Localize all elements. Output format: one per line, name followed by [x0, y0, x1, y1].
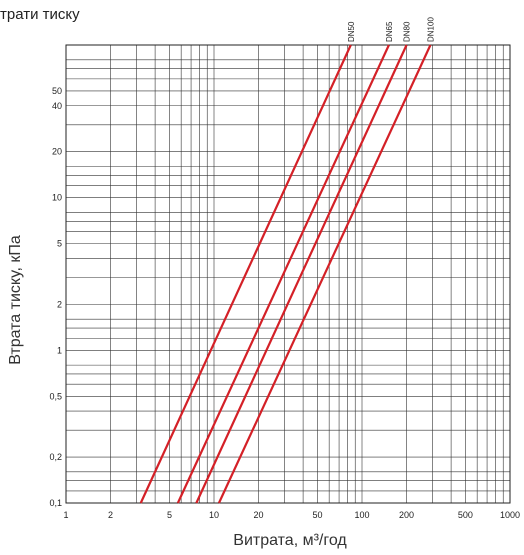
- y-tick-label: 20: [52, 147, 62, 157]
- series-line-dn80: [195, 44, 408, 504]
- series-lines: [139, 44, 432, 504]
- y-tick-label: 1: [57, 345, 62, 355]
- x-axis-title: Витрата, м³/год: [233, 532, 347, 549]
- y-tick-label: 0,2: [49, 452, 62, 462]
- series-label-dn100: DN100: [426, 17, 435, 42]
- series-line-dn65: [176, 44, 390, 504]
- series-line-dn50: [139, 44, 352, 504]
- series-labels: DN50 DN65 DN80 DN100: [347, 17, 436, 42]
- x-tick-label: 1000: [500, 510, 520, 520]
- y-tick-label: 5: [57, 239, 62, 249]
- x-tick-label: 10: [209, 510, 219, 520]
- x-tick-label: 200: [399, 510, 414, 520]
- x-tick-label: 100: [354, 510, 369, 520]
- y-tick-label: 0,5: [49, 391, 62, 401]
- y-tick-label: 10: [52, 193, 62, 203]
- series-label-dn80: DN80: [403, 21, 412, 42]
- x-tick-label: 5: [167, 510, 172, 520]
- series-line-dn100: [217, 44, 432, 504]
- series-label-dn50: DN50: [347, 21, 356, 42]
- y-axis-title: Втрата тиску, кПа: [7, 235, 24, 365]
- y-tick-label: 40: [52, 101, 62, 111]
- chart-title: трати тиску: [0, 6, 80, 23]
- x-tick-label: 2: [108, 510, 113, 520]
- x-tick-label: 20: [254, 510, 264, 520]
- grid: [65, 44, 511, 504]
- y-tick-label: 2: [57, 299, 62, 309]
- x-tick-label: 1: [63, 510, 68, 520]
- y-tick-label: 50: [52, 86, 62, 96]
- x-tick-label: 500: [458, 510, 473, 520]
- tick-labels: 1 2 5 10 20 50 100 200 500 1000 0,1 0,2 0,5 1 2 5 10 20 40…: [49, 86, 520, 520]
- series-label-dn65: DN65: [385, 21, 394, 42]
- plot-frame: [65, 44, 511, 504]
- x-tick-label: 50: [312, 510, 322, 520]
- y-tick-label: 0,1: [49, 498, 62, 508]
